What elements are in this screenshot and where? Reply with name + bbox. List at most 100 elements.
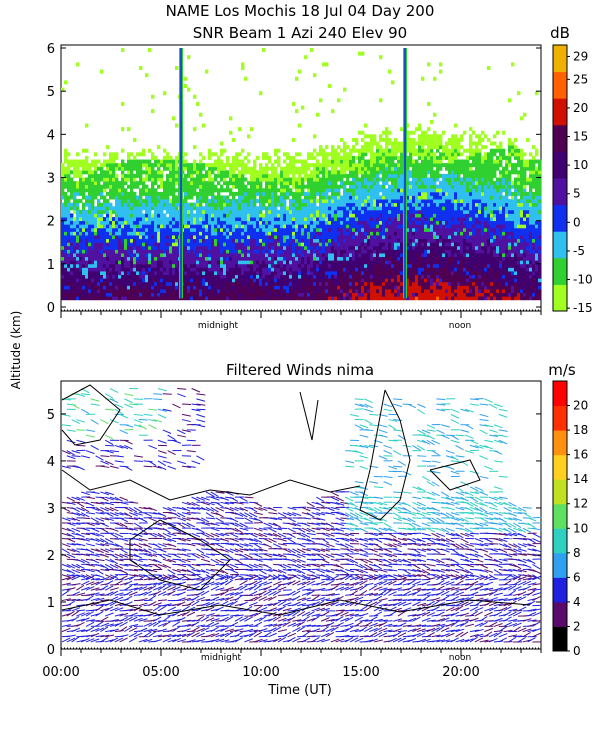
snr-cell [124,220,128,225]
snr-cell [136,173,140,178]
snr-cell [103,278,107,283]
snr-cell [211,177,215,182]
snr-cell [142,253,146,258]
snr-cell [166,256,170,261]
snr-cell [361,170,365,175]
snr-cell [175,195,179,200]
snr-cell [328,206,332,211]
snr-cell [139,245,143,250]
snr-cell [169,263,173,268]
snr-cell [115,177,119,182]
snr-cell [427,224,431,229]
snr-cell [205,256,209,261]
snr-cell [340,159,344,164]
snr-cell [280,166,284,171]
snr-cell [382,152,386,157]
snr-cell [343,260,347,265]
snr-cell [292,170,296,175]
snr-cell [220,238,224,243]
snr-cell [73,163,77,168]
snr-cell [253,271,257,276]
snr-cell [163,159,167,164]
snr-cell [388,202,392,207]
snr-cell [271,177,275,182]
snr-cell [268,274,272,279]
snr-cell [325,145,329,150]
snr-cell [223,173,227,178]
snr-cell [325,271,329,276]
snr-cell [235,285,239,290]
snr-cell [151,199,155,204]
snr-cell [247,227,251,232]
snr-cell [241,245,245,250]
snr-cell [238,249,242,254]
snr-cell [286,289,290,294]
snr-cell [280,292,284,297]
snr-cell [253,195,257,200]
snr-cell [349,199,353,204]
snr-cell [310,281,314,286]
snr-cell [109,249,113,254]
snr-cell [97,281,101,286]
snr-cell [406,155,410,160]
snr-cell [337,152,341,157]
snr-cell [88,177,92,182]
snr-cell [253,292,257,297]
snr-cell [217,256,221,261]
snr-cell [184,296,188,301]
snr-cell [358,224,362,229]
snr-cell [409,245,413,250]
snr-cell [262,199,266,204]
snr-cell [85,220,89,225]
snr-cell [235,159,239,164]
snr-cell [421,249,425,254]
snr-cell [100,206,104,211]
snr-cell [400,292,404,297]
snr-cell [199,256,203,261]
snr-cell [367,134,371,139]
snr-cell [322,209,326,214]
snr-cell [352,213,356,218]
snr-cell [118,253,122,258]
snr-cell [259,177,263,182]
snr-cell [268,231,272,236]
snr-cell [223,281,227,286]
snr-cell [388,231,392,236]
snr-cell [103,163,107,168]
snr-cell [310,220,314,225]
snr-cell [91,202,95,207]
snr-cell [76,224,80,229]
snr-cell [340,202,344,207]
snr-cell [217,155,221,160]
snr-cell [202,195,206,200]
snr-cell [343,173,347,178]
snr-cell [412,173,416,178]
snr-cell [367,213,371,218]
snr-cell [145,292,149,297]
snr-cell [130,271,134,276]
snr-cell [208,199,212,204]
snr-cell [259,292,263,297]
snr-cell [313,188,317,193]
snr-cell [400,220,404,225]
snr-cell [400,253,404,258]
snr-cell [226,184,230,189]
snr-cell [409,227,413,232]
snr-cell [199,224,203,229]
snr-cell [274,152,278,157]
snr-cell [151,249,155,254]
snr-cell [322,202,326,207]
snr-cell [73,271,77,276]
snr-cell [223,253,227,258]
snr-cell [268,199,272,204]
snr-cell [298,260,302,265]
snr-cell [67,245,71,250]
snr-cell [82,296,86,301]
snr-cell [172,195,176,200]
snr-cell [229,289,233,294]
snr-cell [310,199,314,204]
snr-cell [226,170,230,175]
snr-cell [364,231,368,236]
snr-cell [151,109,155,114]
